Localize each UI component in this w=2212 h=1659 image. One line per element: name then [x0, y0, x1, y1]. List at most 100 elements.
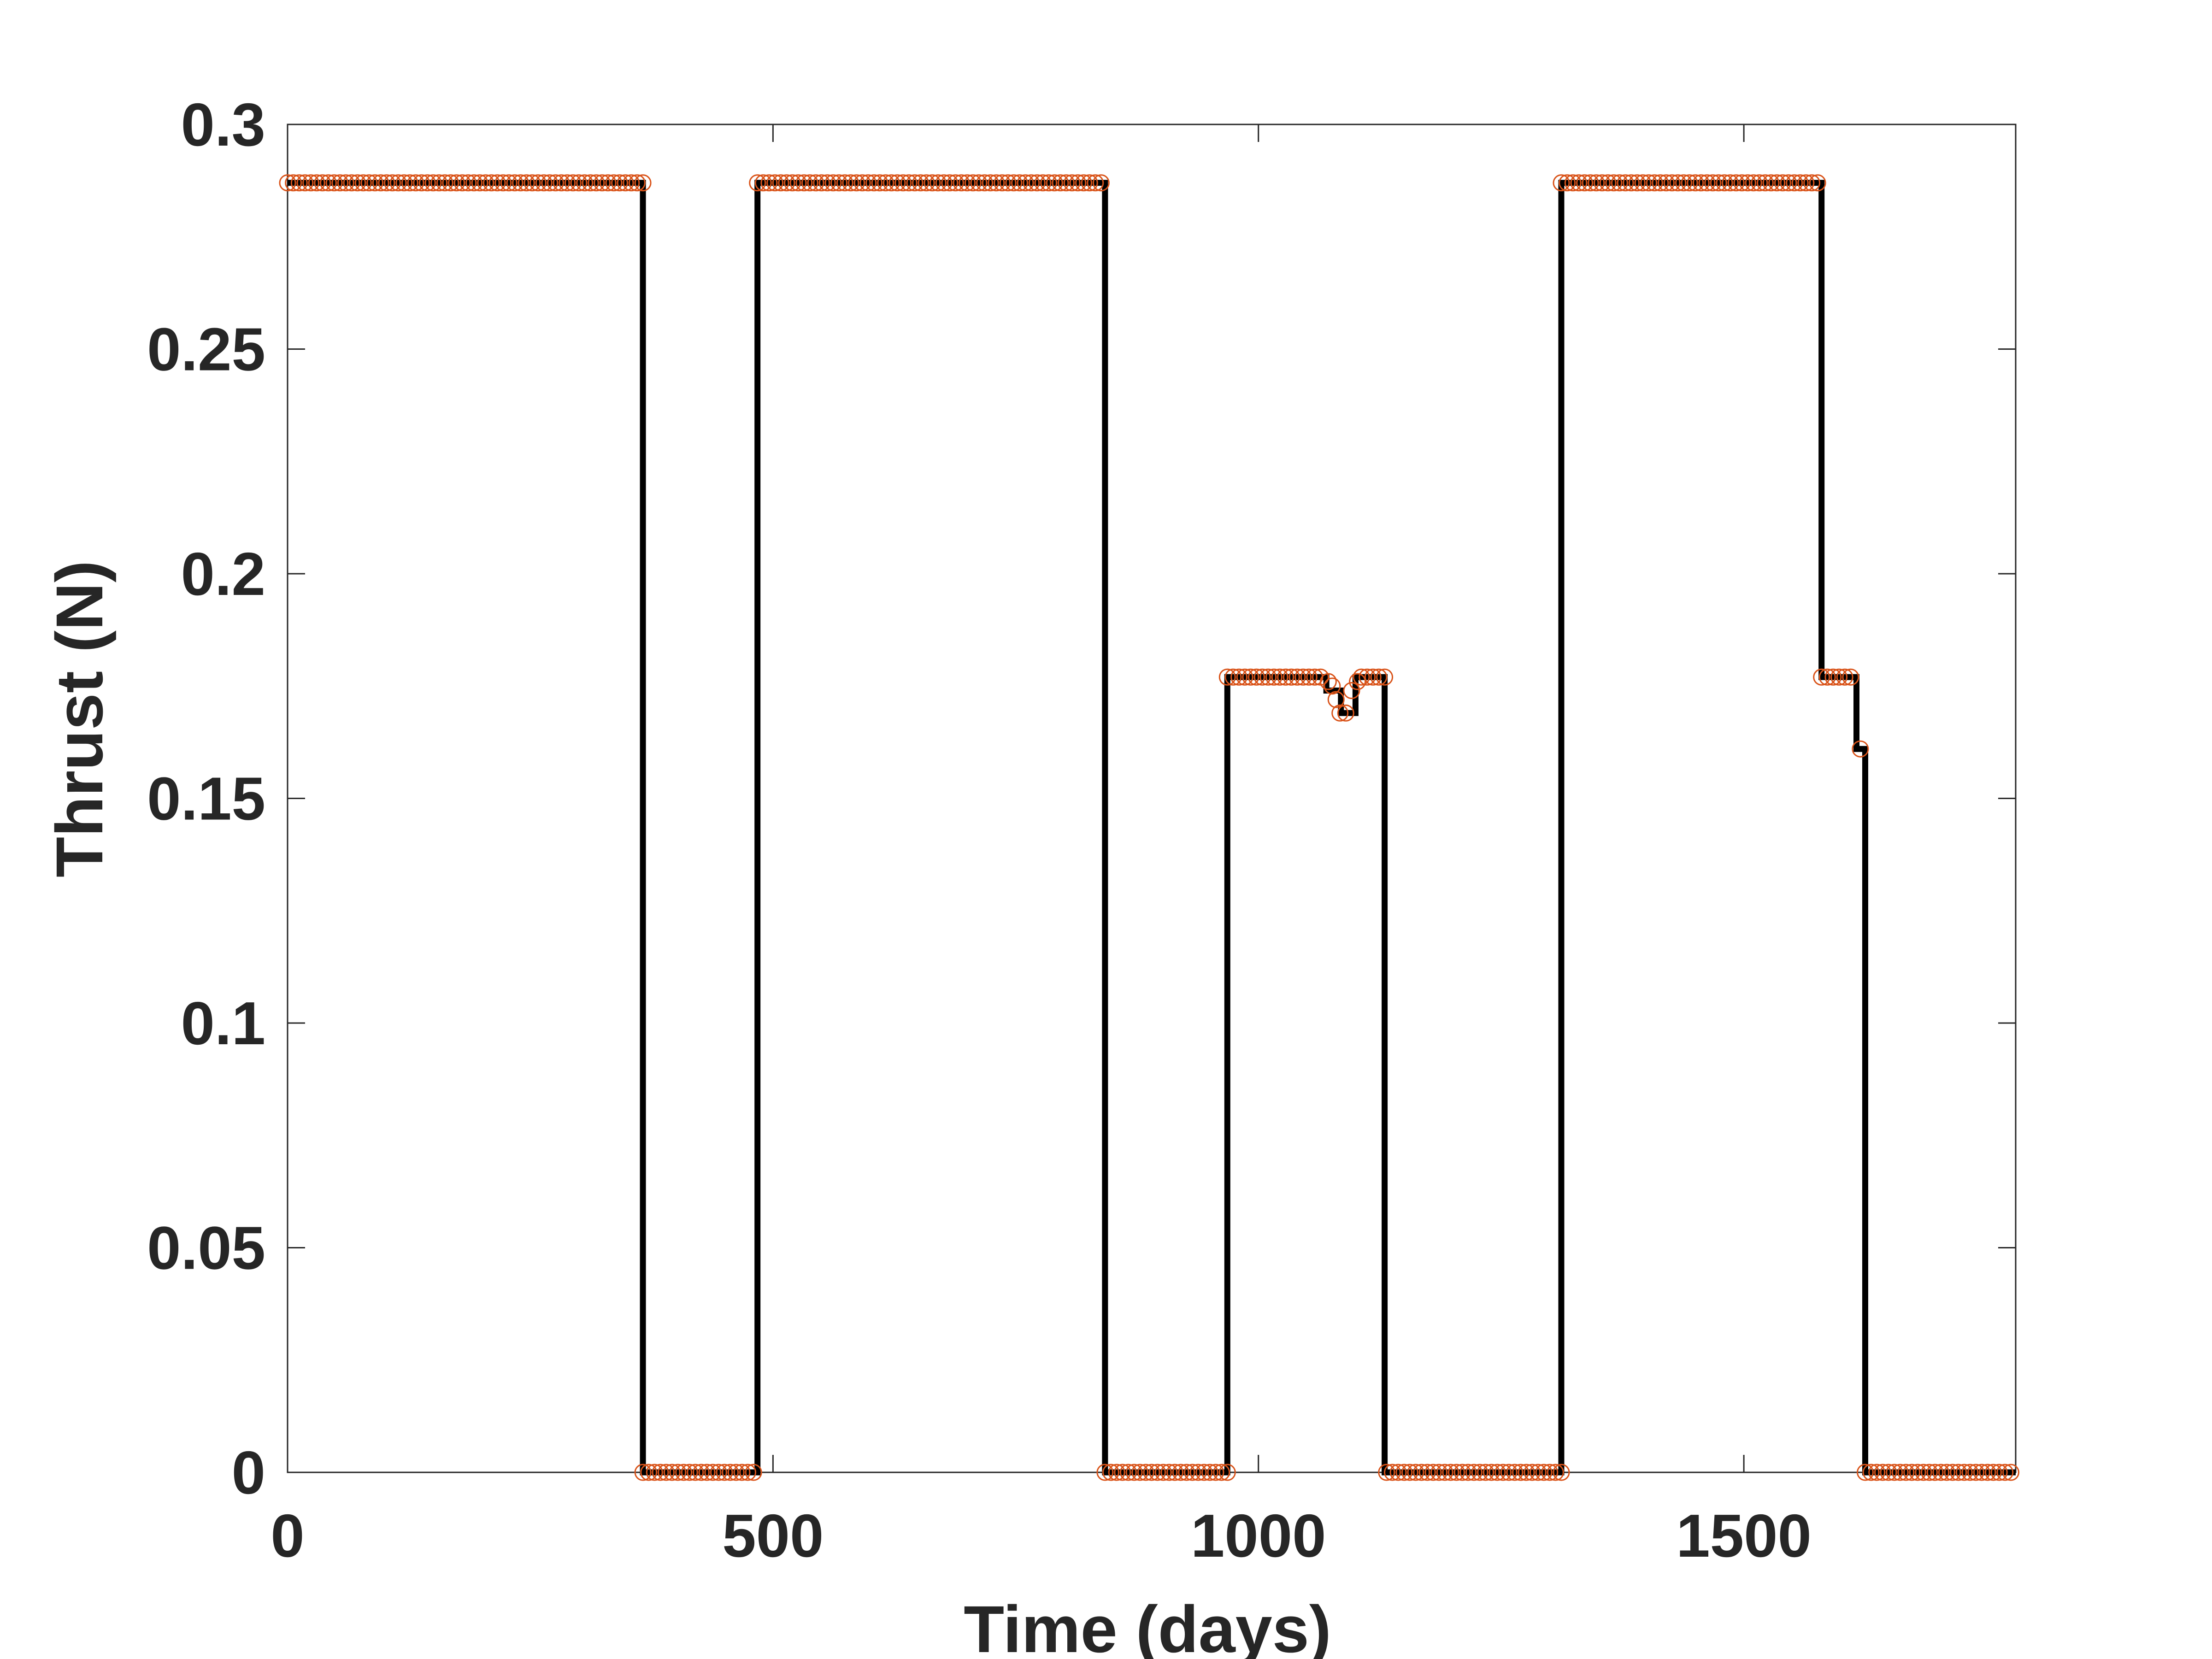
- data-marker: [1530, 1464, 1547, 1481]
- data-marker: [453, 174, 471, 192]
- data-marker: [442, 174, 459, 192]
- data-marker: [617, 174, 634, 192]
- data-marker: [594, 174, 611, 192]
- data-marker: [959, 174, 976, 192]
- data-marker: [1857, 1464, 1874, 1481]
- data-marker: [623, 174, 640, 192]
- data-marker: [1248, 668, 1265, 686]
- y-axis-label: Thrust (N): [42, 560, 117, 877]
- data-marker: [807, 174, 824, 192]
- data-marker: [716, 1464, 733, 1481]
- data-marker: [634, 1464, 652, 1481]
- data-marker: [994, 174, 1011, 192]
- data-marker: [308, 174, 325, 192]
- data-marker: [1131, 1464, 1149, 1481]
- data-marker: [1034, 174, 1052, 192]
- data-marker: [628, 174, 646, 192]
- data-marker: [285, 174, 302, 192]
- data-marker: [1786, 174, 1803, 192]
- data-marker: [1915, 1464, 1932, 1481]
- data-marker: [1271, 668, 1288, 686]
- data-marker: [1559, 174, 1576, 192]
- data-marker: [1926, 1464, 1944, 1481]
- data-marker: [1576, 174, 1594, 192]
- data-marker: [1459, 1464, 1477, 1481]
- data-marker: [471, 174, 488, 192]
- data-marker: [354, 174, 372, 192]
- data-marker: [290, 174, 308, 192]
- data-marker: [570, 174, 588, 192]
- data-marker: [1075, 174, 1092, 192]
- data-marker: [1979, 1464, 1996, 1481]
- data-marker: [1236, 668, 1253, 686]
- data-marker: [1102, 1464, 1119, 1481]
- data-marker: [727, 1464, 745, 1481]
- data-marker: [646, 1464, 663, 1481]
- data-marker: [1149, 1464, 1166, 1481]
- data-marker: [576, 174, 594, 192]
- data-marker: [395, 174, 413, 192]
- data-marker: [693, 1464, 710, 1481]
- data-marker: [710, 1464, 727, 1481]
- data-marker: [1005, 174, 1023, 192]
- data-marker: [1791, 174, 1809, 192]
- data-marker: [1692, 174, 1710, 192]
- data-marker: [1757, 174, 1774, 192]
- data-marker: [1658, 174, 1675, 192]
- data-marker: [1172, 1464, 1189, 1481]
- data-marker: [1727, 174, 1745, 192]
- data-marker: [1512, 1464, 1530, 1481]
- data-marker: [1277, 668, 1294, 686]
- data-marker: [1880, 1464, 1897, 1481]
- data-marker: [1518, 1464, 1535, 1481]
- data-marker: [976, 174, 994, 192]
- data-marker: [1166, 1464, 1184, 1481]
- data-marker: [640, 1464, 658, 1481]
- data-marker: [824, 174, 842, 192]
- data-marker: [669, 1464, 687, 1481]
- data-marker: [1990, 1464, 2008, 1481]
- data-marker: [1125, 1464, 1143, 1481]
- data-marker: [1023, 174, 1040, 192]
- data-marker: [1797, 174, 1815, 192]
- data-marker: [1324, 677, 1341, 695]
- data-marker: [1488, 1464, 1506, 1481]
- data-marker: [424, 174, 442, 192]
- data-marker: [813, 174, 830, 192]
- data-marker: [1052, 174, 1069, 192]
- data-marker: [1891, 1464, 1909, 1481]
- data-marker: [1813, 668, 1830, 686]
- data-marker: [1588, 174, 1605, 192]
- data-marker: [1213, 1464, 1230, 1481]
- data-marker: [1921, 1464, 1938, 1481]
- data-marker: [1897, 1464, 1915, 1481]
- data-marker: [1830, 668, 1848, 686]
- y-tick-label: 0.15: [147, 765, 265, 833]
- data-marker: [611, 174, 628, 192]
- data-marker: [296, 174, 314, 192]
- y-tick-label: 0.25: [147, 316, 265, 383]
- data-marker: [1605, 174, 1623, 192]
- series-layer: [279, 174, 2019, 1481]
- data-marker: [1716, 174, 1733, 192]
- data-marker: [500, 174, 518, 192]
- data-marker: [912, 174, 930, 192]
- x-tick-label: 1500: [1676, 1502, 1812, 1570]
- data-marker: [749, 174, 766, 192]
- data-marker: [1932, 1464, 1950, 1481]
- data-marker: [1646, 174, 1663, 192]
- data-marker: [524, 174, 541, 192]
- data-marker: [553, 174, 570, 192]
- data-marker: [518, 174, 535, 192]
- data-marker: [784, 174, 801, 192]
- data-marker: [953, 174, 970, 192]
- data-marker: [418, 174, 436, 192]
- data-marker: [778, 174, 795, 192]
- data-marker: [1378, 1464, 1395, 1481]
- data-marker: [1955, 1464, 1973, 1481]
- data-marker: [477, 174, 494, 192]
- data-marker: [836, 174, 853, 192]
- data-marker: [1364, 668, 1382, 686]
- data-marker: [1640, 174, 1658, 192]
- data-marker: [401, 174, 418, 192]
